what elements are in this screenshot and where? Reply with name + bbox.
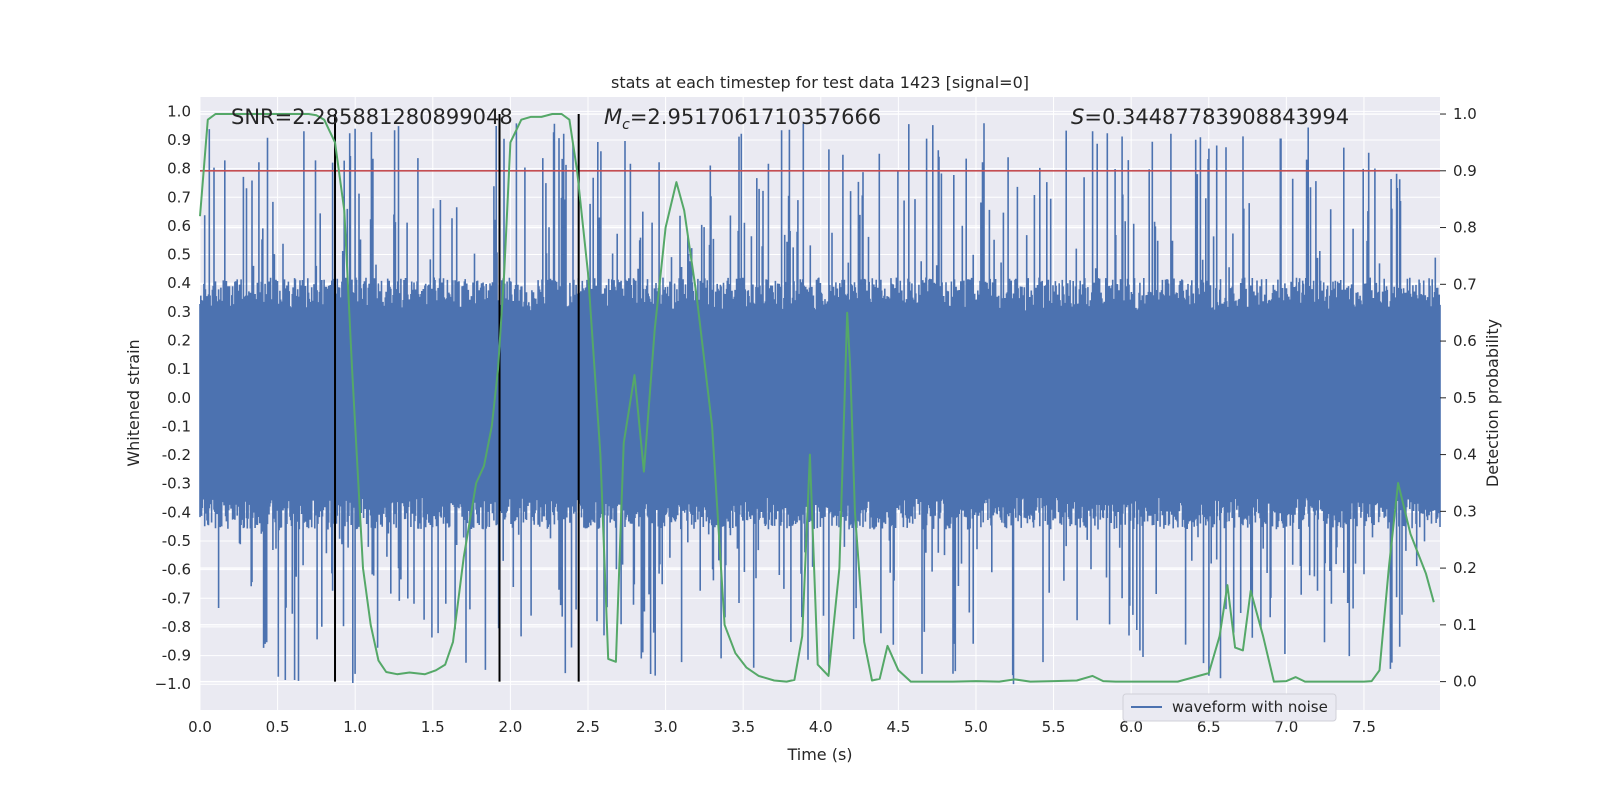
s-symbol: S [1071,105,1084,129]
chirp-mass-subscript: c [622,117,630,133]
axis-ticks: 0.0 0.5 1.0 1.5 2.0 2.5 3.0 3.5 4.0 4.5 5.0 5.5 6.0 6… [155,102,1477,736]
y-tick-label-right: 0.3 [1453,502,1477,520]
y-tick-label-left: -0.7 [162,589,191,607]
y-tick-label-right: 0.7 [1453,275,1477,293]
x-tick-label: 7.5 [1352,718,1376,736]
y-tick-label-right: 0.9 [1453,162,1477,180]
y-tick-label-right: 0.0 [1453,673,1477,691]
y-tick-label-left: 0.6 [167,217,191,235]
x-tick-label: 5.5 [1042,718,1066,736]
probability-line [199,113,1435,683]
chirp-mass-annotation: Mc=2.9517061710357666 [604,105,881,133]
probability-series [199,113,1435,683]
y-tick-label-right: 0.4 [1453,446,1477,464]
waveform-series [199,123,1441,685]
y-tick-label-left: −1.0 [155,675,191,693]
legend-label: waveform with noise [1172,698,1328,716]
y-tick-label-left: 0.5 [167,246,191,264]
x-tick-label: 0.0 [188,718,212,736]
y-axis-label-left: Whitened strain [124,339,143,466]
y-tick-label-left: -0.9 [162,647,191,665]
y-tick-label-left: -0.1 [162,417,191,435]
y-tick-label-right: 0.5 [1453,389,1477,407]
y-tick-label-left: -0.2 [162,446,191,464]
y-tick-label-left: -0.5 [162,532,191,550]
x-tick-label: 2.5 [576,718,600,736]
y-tick-label-left: -0.8 [162,618,191,636]
chirp-mass-value: =2.9517061710357666 [630,105,881,129]
snr-annotation: SNR=2.285881280899048 [231,105,513,129]
x-tick-label: 4.5 [886,718,910,736]
x-tick-label: 5.0 [964,718,988,736]
y-tick-label-left: 0.0 [167,389,191,407]
y-tick-label-right: 0.1 [1453,616,1477,634]
vertical-markers [334,114,580,682]
y-tick-label-left: -0.3 [162,475,191,493]
y-tick-label-left: 0.1 [167,360,191,378]
x-tick-label: 6.5 [1197,718,1221,736]
y-tick-label-left: 0.7 [167,188,191,206]
s-value: =0.34487783908843994 [1084,105,1349,129]
chart-title: stats at each timestep for test data 142… [611,73,1029,92]
y-tick-label-right: 0.2 [1453,559,1477,577]
y-tick-label-right: 0.8 [1453,219,1477,237]
waveform-core-band [200,311,1440,499]
y-tick-label-left: 1.0 [167,102,191,120]
y-tick-label-left: 0.9 [167,131,191,149]
legend-box [1122,693,1337,722]
x-tick-label: 6.0 [1119,718,1143,736]
y-axis-label-right: Detection probability [1483,319,1502,487]
x-tick-label: 0.5 [266,718,290,736]
x-tick-label: 1.0 [343,718,367,736]
chirp-mass-symbol: M [604,105,622,129]
x-tick-label: 4.0 [809,718,833,736]
y-tick-label-right: 1.0 [1453,105,1477,123]
y-tick-label-left: -0.6 [162,561,191,579]
y-tick-label-left: -0.4 [162,503,191,521]
y-tick-label-left: 0.8 [167,160,191,178]
x-tick-label: 7.0 [1274,718,1298,736]
x-axis-label: Time (s) [786,745,852,764]
s-annotation: S=0.34487783908843994 [1071,105,1349,129]
x-tick-label: 3.5 [731,718,755,736]
x-tick-label: 1.5 [421,718,445,736]
y-tick-label-left: 0.2 [167,331,191,349]
y-tick-label-left: 0.3 [167,303,191,321]
y-tick-label-right: 0.6 [1453,332,1477,350]
y-tick-label-left: 0.4 [167,274,191,292]
x-tick-label: 2.0 [498,718,522,736]
legend: waveform with noise [1122,693,1337,722]
x-tick-label: 3.0 [654,718,678,736]
